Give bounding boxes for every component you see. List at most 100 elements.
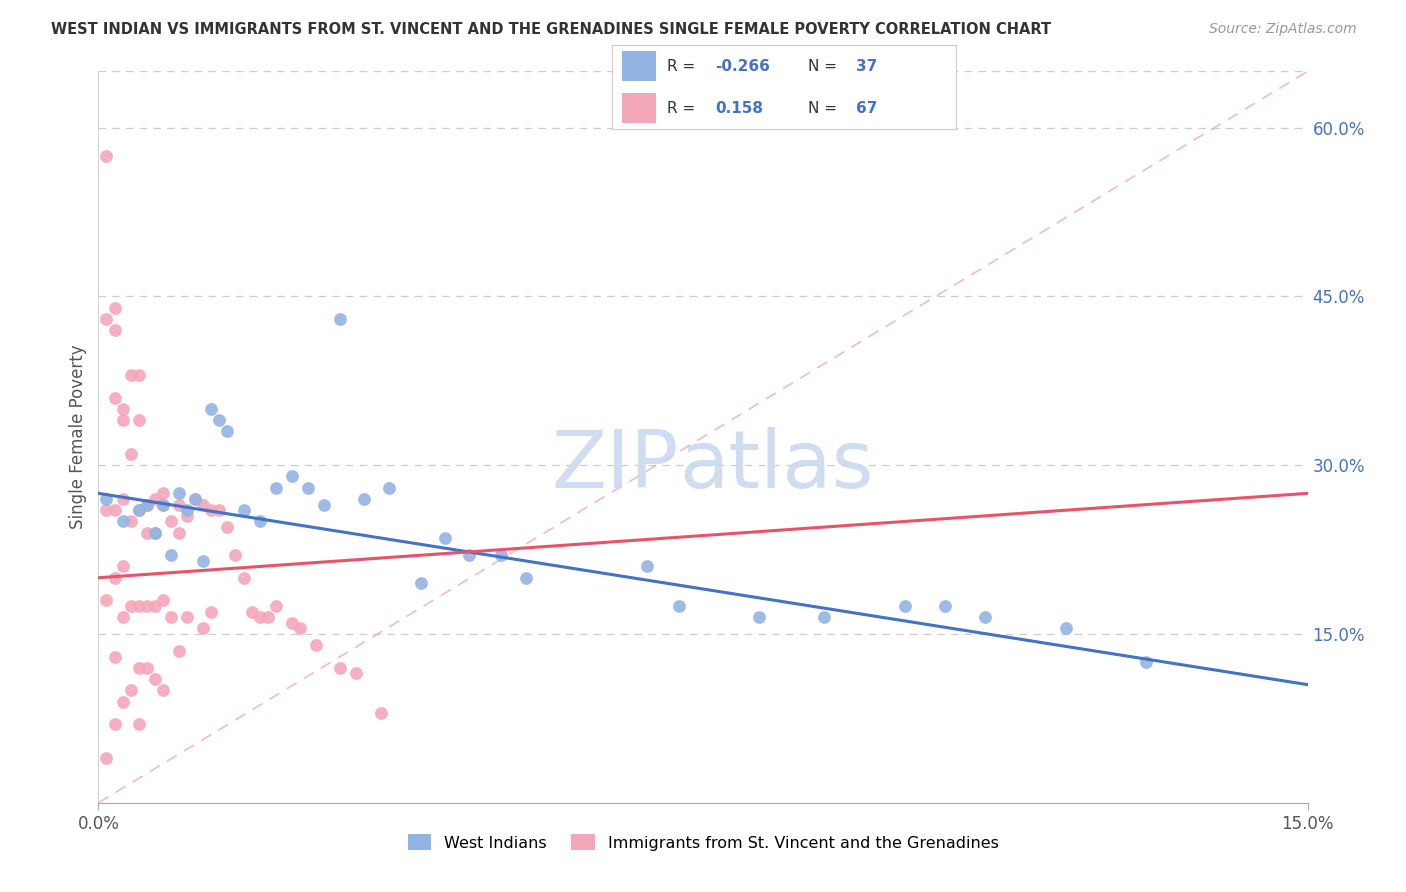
Point xyxy=(120,447,142,461)
Point xyxy=(152,498,174,512)
Point xyxy=(111,401,134,416)
Point xyxy=(491,548,513,562)
Point xyxy=(176,508,198,523)
Point xyxy=(135,525,157,540)
Text: R =: R = xyxy=(666,59,700,74)
Point xyxy=(128,503,150,517)
Text: 0.158: 0.158 xyxy=(716,101,763,116)
Point xyxy=(668,599,690,613)
Point xyxy=(200,605,222,619)
Point xyxy=(152,486,174,500)
Point xyxy=(167,498,190,512)
Point xyxy=(184,491,207,506)
Point xyxy=(217,520,239,534)
Point xyxy=(314,498,336,512)
Point xyxy=(176,503,198,517)
Text: R =: R = xyxy=(666,101,700,116)
Point xyxy=(96,593,118,607)
Point xyxy=(120,683,142,698)
Point xyxy=(813,610,835,624)
Point xyxy=(160,610,183,624)
Point xyxy=(409,576,432,591)
Point xyxy=(96,503,118,517)
Point xyxy=(748,610,770,624)
Point xyxy=(288,621,311,635)
Point xyxy=(208,413,231,427)
Point xyxy=(120,599,142,613)
Point xyxy=(135,599,157,613)
Bar xyxy=(621,52,657,81)
Point xyxy=(264,599,287,613)
Point xyxy=(232,503,254,517)
Point xyxy=(167,525,190,540)
Point xyxy=(143,672,166,686)
Point xyxy=(176,610,198,624)
Point xyxy=(103,503,125,517)
Point xyxy=(128,599,150,613)
Point xyxy=(160,515,183,529)
Point xyxy=(240,605,263,619)
Bar xyxy=(621,93,657,122)
Point xyxy=(111,694,134,708)
Point xyxy=(281,469,304,483)
Point xyxy=(193,621,215,635)
Point xyxy=(377,481,399,495)
Point xyxy=(103,717,125,731)
Point xyxy=(120,368,142,383)
Point xyxy=(143,525,166,540)
Point xyxy=(167,486,190,500)
Point xyxy=(111,491,134,506)
Text: -0.266: -0.266 xyxy=(716,59,770,74)
Text: ZIP: ZIP xyxy=(551,427,679,506)
Point xyxy=(434,532,457,546)
Point xyxy=(281,615,304,630)
Point xyxy=(193,498,215,512)
Point xyxy=(152,593,174,607)
Point xyxy=(193,554,215,568)
Point xyxy=(297,481,319,495)
Point xyxy=(96,312,118,326)
Point xyxy=(135,498,157,512)
Point xyxy=(103,301,125,315)
Point xyxy=(103,649,125,664)
Point xyxy=(111,413,134,427)
Y-axis label: Single Female Poverty: Single Female Poverty xyxy=(69,345,87,529)
Point xyxy=(200,401,222,416)
Point xyxy=(974,610,997,624)
Point xyxy=(1054,621,1077,635)
Point xyxy=(135,661,157,675)
Text: Source: ZipAtlas.com: Source: ZipAtlas.com xyxy=(1209,22,1357,37)
Point xyxy=(329,661,352,675)
Point xyxy=(305,638,328,652)
Point xyxy=(96,751,118,765)
Point xyxy=(329,312,352,326)
Point xyxy=(128,413,150,427)
Point xyxy=(893,599,915,613)
Point xyxy=(458,548,481,562)
Point xyxy=(256,610,278,624)
Text: N =: N = xyxy=(808,101,842,116)
Point xyxy=(96,149,118,163)
Point xyxy=(353,491,375,506)
Point xyxy=(143,525,166,540)
Point xyxy=(111,610,134,624)
Point xyxy=(200,503,222,517)
Point xyxy=(135,498,157,512)
Point xyxy=(152,683,174,698)
Point xyxy=(934,599,956,613)
Point xyxy=(184,491,207,506)
Point xyxy=(143,491,166,506)
Point xyxy=(96,491,118,506)
Point xyxy=(143,599,166,613)
Point xyxy=(232,571,254,585)
Point xyxy=(152,498,174,512)
Point xyxy=(128,717,150,731)
Point xyxy=(128,368,150,383)
Text: 67: 67 xyxy=(856,101,877,116)
Point xyxy=(111,515,134,529)
Point xyxy=(160,548,183,562)
Point xyxy=(224,548,246,562)
Point xyxy=(128,503,150,517)
Text: 37: 37 xyxy=(856,59,877,74)
Point xyxy=(103,323,125,337)
